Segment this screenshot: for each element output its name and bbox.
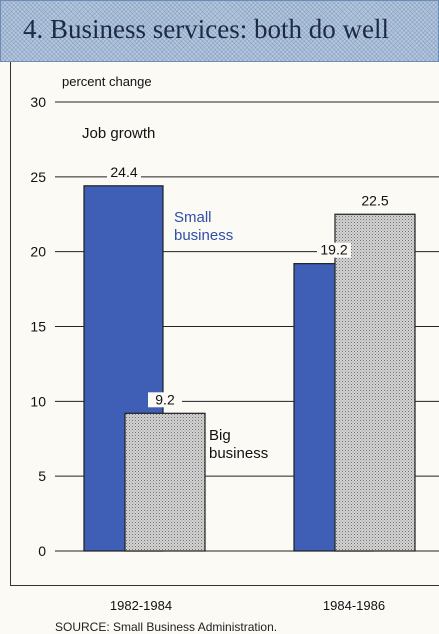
y-tick-label-0: 0 — [38, 543, 46, 559]
x-tick-label-1984-1986: 1984-1986 — [323, 598, 385, 613]
y-tick-label-10: 10 — [30, 393, 46, 409]
chart-title: 4. Business services: both do well — [23, 14, 389, 44]
chart-subtitle: Job growth — [82, 125, 155, 142]
data-label-bg — [148, 392, 182, 408]
y-tick-label-30: 30 — [30, 94, 46, 110]
data-label-small-1984-1986: 19.2 — [320, 242, 347, 258]
bar-big-1984-1986 — [334, 213, 416, 552]
data-label-big-1982-1984: 9.2 — [155, 391, 175, 407]
chart-frame — [10, 62, 439, 586]
data-label-bg — [107, 164, 141, 180]
y-tick-label-5: 5 — [38, 468, 46, 484]
y-tick-label-15: 15 — [30, 319, 46, 335]
data-label-big-1984-1986: 22.5 — [361, 192, 388, 208]
data-label-bg — [358, 193, 392, 209]
y-tick-label-25: 25 — [30, 169, 46, 185]
legend-label-small-business: Small business — [174, 209, 233, 244]
chart-header: 4. Business services: both do well — [0, 0, 439, 62]
x-tick-label-1982-1984: 1982-1984 — [110, 598, 172, 613]
y-tick-label-20: 20 — [30, 244, 46, 260]
data-label-bg — [317, 242, 351, 258]
bar-big-1982-1984 — [124, 412, 206, 552]
source-note: SOURCE: Small Business Administration. — [55, 620, 278, 634]
y-axis-label: percent change — [62, 74, 152, 89]
data-label-small-1982-1984: 24.4 — [110, 164, 137, 180]
legend-label-big-business: Big business — [209, 427, 268, 462]
